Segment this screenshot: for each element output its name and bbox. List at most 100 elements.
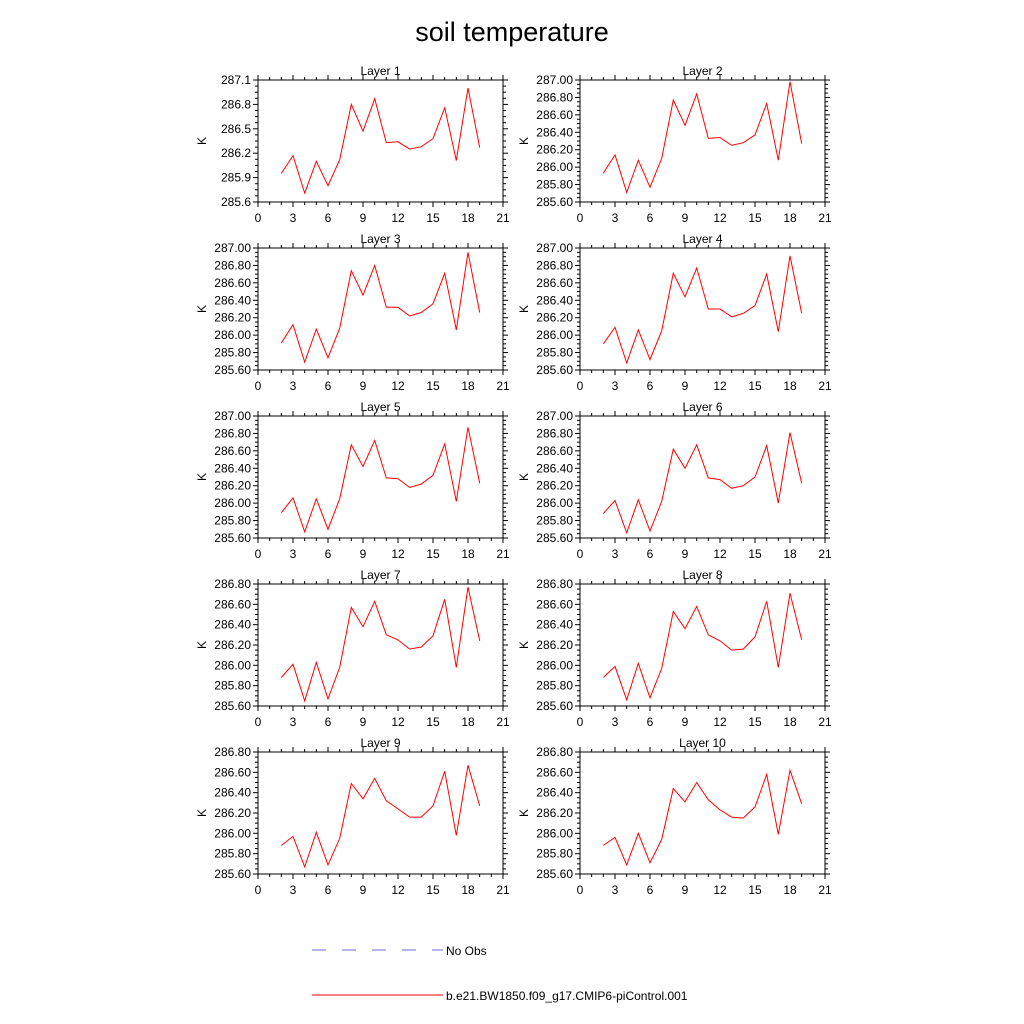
series-line xyxy=(280,252,481,364)
panel-title: Layer 8 xyxy=(682,568,722,582)
y-tick-label: 286.00 xyxy=(536,160,573,174)
x-tick-label: 0 xyxy=(255,715,262,729)
x-tick-label: 18 xyxy=(783,379,797,393)
y-tick-label: 286.80 xyxy=(536,258,573,272)
x-tick-label: 12 xyxy=(391,547,405,561)
panel-title: Layer 10 xyxy=(679,736,726,750)
y-axis-label: K xyxy=(195,305,209,313)
y-tick-label: 287.00 xyxy=(536,241,573,255)
y-tick-label: 287.00 xyxy=(214,409,251,423)
y-tick-label: 285.80 xyxy=(214,847,251,861)
x-tick-label: 21 xyxy=(818,715,832,729)
x-tick-label: 18 xyxy=(461,715,475,729)
y-tick-label: 285.60 xyxy=(536,195,573,209)
y-tick-label: 286.20 xyxy=(536,143,573,157)
y-axis-label: K xyxy=(195,473,209,481)
x-tick-label: 12 xyxy=(713,547,727,561)
x-tick-label: 3 xyxy=(290,211,297,225)
x-tick-label: 6 xyxy=(325,547,332,561)
y-tick-label: 286.60 xyxy=(536,276,573,290)
y-tick-label: 286.20 xyxy=(214,479,251,493)
x-tick-label: 6 xyxy=(647,211,654,225)
x-tick-label: 9 xyxy=(360,715,367,729)
x-tick-label: 15 xyxy=(748,211,762,225)
y-tick-label: 286.40 xyxy=(214,293,251,307)
series-line xyxy=(602,593,803,702)
panel-layer-10: Layer 10 K 0 3 6 9 12 15 18 21 285.60 285.80 286.00 2… xyxy=(517,736,832,897)
x-tick-label: 3 xyxy=(290,379,297,393)
x-tick-label: 21 xyxy=(496,211,510,225)
x-tick-label: 0 xyxy=(255,211,262,225)
y-tick-label: 285.80 xyxy=(214,514,251,528)
panel-layer-1: Layer 1 K 0 3 6 9 12 15 18 21 285.6 285.9 286.2 286.5… xyxy=(195,64,510,225)
y-tick-label: 285.80 xyxy=(536,514,573,528)
x-tick-label: 21 xyxy=(818,547,832,561)
y-tick-label: 286.60 xyxy=(214,444,251,458)
x-tick-label: 18 xyxy=(783,547,797,561)
y-tick-label: 286.20 xyxy=(536,311,573,325)
y-tick-label: 286.80 xyxy=(536,577,573,591)
y-tick-label: 286.80 xyxy=(214,577,251,591)
y-tick-label: 286.20 xyxy=(214,311,251,325)
y-tick-label: 286.00 xyxy=(536,496,573,510)
panel-title: Layer 9 xyxy=(360,736,400,750)
x-tick-label: 18 xyxy=(461,547,475,561)
x-tick-label: 18 xyxy=(783,211,797,225)
series-line xyxy=(602,81,803,194)
y-tick-label: 285.80 xyxy=(214,679,251,693)
x-tick-label: 3 xyxy=(290,883,297,897)
x-tick-label: 0 xyxy=(577,883,584,897)
plot-frame xyxy=(579,79,826,203)
y-tick-label: 286.40 xyxy=(214,618,251,632)
y-axis-label: K xyxy=(517,305,531,313)
x-tick-label: 21 xyxy=(496,379,510,393)
x-tick-label: 12 xyxy=(713,379,727,393)
panel-title: Layer 2 xyxy=(682,64,722,78)
x-tick-label: 3 xyxy=(612,211,619,225)
x-tick-label: 3 xyxy=(290,547,297,561)
series-line xyxy=(603,768,803,867)
plot-frame xyxy=(257,751,504,875)
y-tick-label: 286.00 xyxy=(536,826,573,840)
y-tick-label: 285.60 xyxy=(536,699,573,713)
y-tick-label: 286.80 xyxy=(536,90,573,104)
x-tick-label: 0 xyxy=(255,379,262,393)
y-tick-label: 287.1 xyxy=(221,73,251,87)
x-tick-label: 18 xyxy=(461,883,475,897)
y-tick-label: 286.80 xyxy=(214,258,251,272)
y-axis-label: K xyxy=(517,809,531,817)
y-tick-label: 285.80 xyxy=(536,847,573,861)
x-tick-label: 6 xyxy=(325,211,332,225)
x-tick-label: 3 xyxy=(612,547,619,561)
y-axis-label: K xyxy=(195,137,209,145)
x-tick-label: 9 xyxy=(360,883,367,897)
y-tick-label: 285.6 xyxy=(221,195,251,209)
panel-layer-8: Layer 8 K 0 3 6 9 12 15 18 21 285.60 285.80 286.00 28… xyxy=(517,568,832,729)
x-tick-label: 12 xyxy=(391,715,405,729)
y-tick-label: 286.60 xyxy=(536,108,573,122)
x-tick-label: 0 xyxy=(577,715,584,729)
x-tick-label: 12 xyxy=(391,211,405,225)
panel-title: Layer 5 xyxy=(360,400,400,414)
x-tick-label: 9 xyxy=(682,715,689,729)
y-tick-label: 286.80 xyxy=(536,745,573,759)
x-tick-label: 9 xyxy=(360,379,367,393)
plot-frame xyxy=(579,751,826,875)
x-tick-label: 12 xyxy=(713,715,727,729)
panel-layer-7: Layer 7 K 0 3 6 9 12 15 18 21 285.60 285.80 286.00 28… xyxy=(195,568,510,729)
y-tick-label: 286.20 xyxy=(214,638,251,652)
y-tick-label: 287.00 xyxy=(214,241,251,255)
y-tick-label: 286.60 xyxy=(536,444,573,458)
y-tick-label: 286.00 xyxy=(214,658,251,672)
x-tick-label: 15 xyxy=(748,715,762,729)
y-axis-label: K xyxy=(195,641,209,649)
x-tick-label: 12 xyxy=(391,379,405,393)
y-tick-label: 287.00 xyxy=(536,409,573,423)
y-tick-label: 286.80 xyxy=(214,745,251,759)
x-tick-label: 21 xyxy=(818,883,832,897)
y-tick-label: 286.00 xyxy=(536,328,573,342)
x-tick-label: 9 xyxy=(682,547,689,561)
y-axis-label: K xyxy=(517,473,531,481)
x-tick-label: 0 xyxy=(577,547,584,561)
